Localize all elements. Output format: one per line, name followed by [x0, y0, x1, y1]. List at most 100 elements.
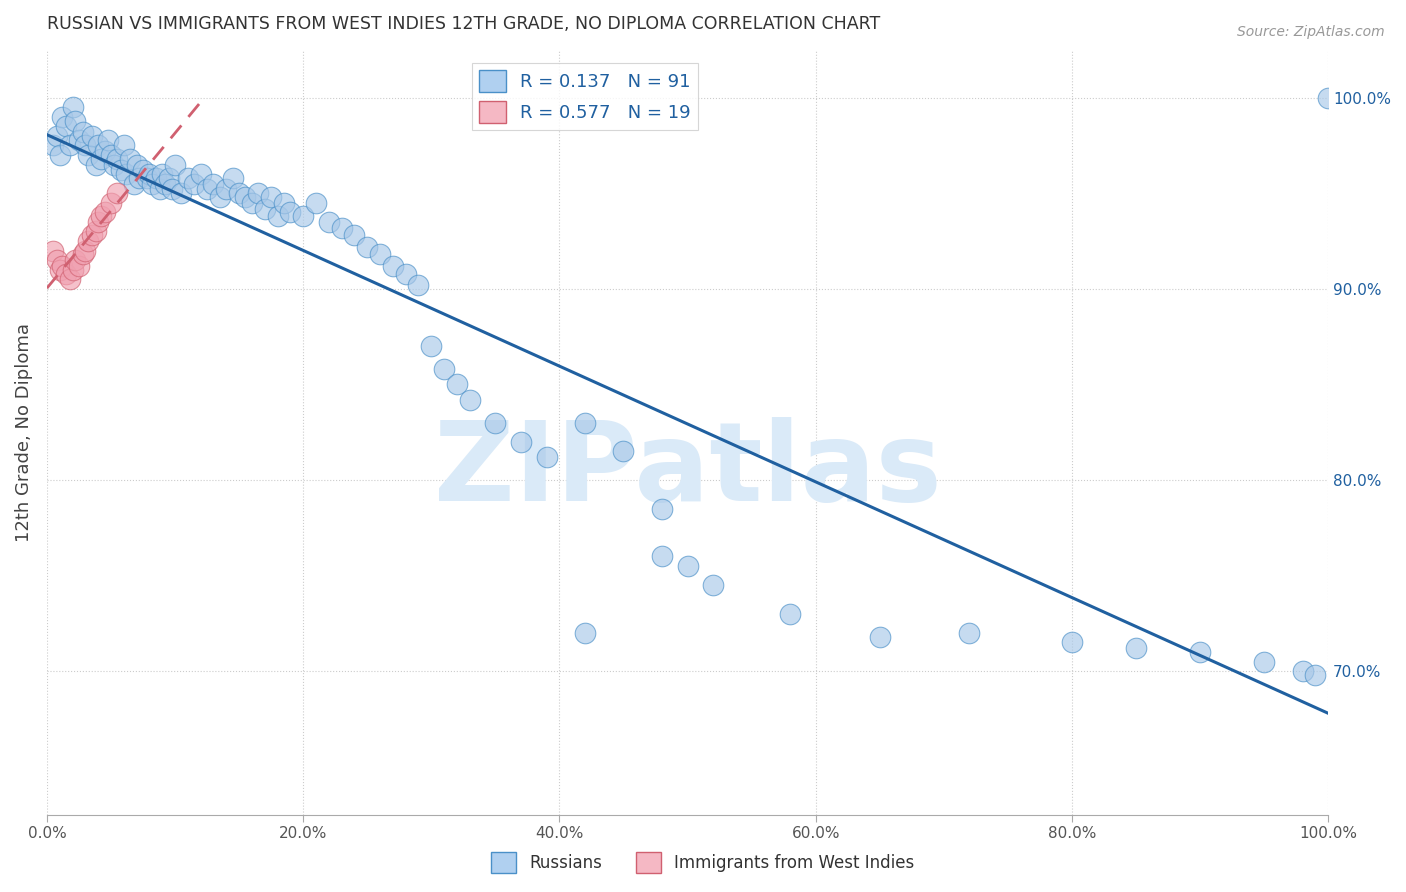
Point — [446, 377, 468, 392]
Point — [215, 182, 238, 196]
Point — [100, 148, 122, 162]
Point — [48, 262, 70, 277]
Point — [153, 177, 176, 191]
Point — [145, 170, 167, 185]
Point — [235, 190, 257, 204]
Point — [484, 416, 506, 430]
Point — [120, 152, 142, 166]
Text: Source: ZipAtlas.com: Source: ZipAtlas.com — [1237, 25, 1385, 39]
Point — [957, 626, 980, 640]
Point — [195, 182, 218, 196]
Point — [779, 607, 801, 621]
Point — [115, 167, 138, 181]
Point — [433, 362, 456, 376]
Point — [395, 267, 418, 281]
Point — [55, 120, 77, 134]
Point — [51, 110, 73, 124]
Point — [612, 444, 634, 458]
Point — [77, 148, 100, 162]
Point — [110, 163, 132, 178]
Point — [702, 578, 724, 592]
Point — [278, 205, 301, 219]
Point — [62, 262, 84, 277]
Point — [135, 170, 157, 185]
Point — [63, 253, 86, 268]
Point — [266, 209, 288, 223]
Point — [381, 259, 404, 273]
Point — [48, 148, 70, 162]
Point — [128, 170, 150, 185]
Point — [343, 228, 366, 243]
Point — [273, 195, 295, 210]
Point — [574, 626, 596, 640]
Legend: Russians, Immigrants from West Indies: Russians, Immigrants from West Indies — [485, 846, 921, 880]
Point — [125, 157, 148, 171]
Point — [67, 259, 90, 273]
Point — [221, 170, 243, 185]
Point — [869, 630, 891, 644]
Point — [149, 182, 172, 196]
Point — [97, 133, 120, 147]
Point — [62, 100, 84, 114]
Point — [177, 170, 200, 185]
Point — [260, 190, 283, 204]
Point — [247, 186, 270, 201]
Point — [72, 247, 94, 261]
Point — [574, 416, 596, 430]
Point — [77, 234, 100, 248]
Point — [651, 549, 673, 564]
Point — [356, 240, 378, 254]
Point — [1253, 655, 1275, 669]
Point — [87, 138, 110, 153]
Point — [408, 277, 430, 292]
Point — [90, 152, 112, 166]
Point — [122, 177, 145, 191]
Point — [42, 244, 65, 258]
Point — [67, 133, 90, 147]
Point — [80, 228, 103, 243]
Point — [208, 190, 231, 204]
Point — [112, 138, 135, 153]
Point — [1125, 641, 1147, 656]
Point — [93, 144, 115, 158]
Point — [228, 186, 250, 201]
Point — [72, 125, 94, 139]
Point — [1305, 668, 1327, 682]
Point — [46, 253, 69, 268]
Point — [1060, 635, 1083, 649]
Point — [63, 113, 86, 128]
Point — [1317, 90, 1340, 104]
Point — [51, 259, 73, 273]
Text: ZIPatlas: ZIPatlas — [433, 417, 942, 524]
Y-axis label: 12th Grade, No Diploma: 12th Grade, No Diploma — [15, 323, 32, 541]
Point — [59, 138, 82, 153]
Point — [75, 138, 97, 153]
Point — [170, 186, 193, 201]
Point — [55, 267, 77, 281]
Point — [292, 209, 315, 223]
Point — [240, 195, 263, 210]
Point — [84, 157, 107, 171]
Point — [80, 128, 103, 143]
Point — [87, 215, 110, 229]
Point — [458, 392, 481, 407]
Point — [46, 128, 69, 143]
Point — [318, 215, 340, 229]
Point — [202, 177, 225, 191]
Text: RUSSIAN VS IMMIGRANTS FROM WEST INDIES 12TH GRADE, NO DIPLOMA CORRELATION CHART: RUSSIAN VS IMMIGRANTS FROM WEST INDIES 1… — [46, 15, 880, 33]
Point — [420, 339, 443, 353]
Point — [150, 167, 173, 181]
Point — [305, 195, 328, 210]
Point — [75, 244, 97, 258]
Point — [93, 205, 115, 219]
Point — [1188, 645, 1211, 659]
Point — [100, 195, 122, 210]
Point — [183, 177, 205, 191]
Point — [138, 167, 160, 181]
Point — [162, 182, 184, 196]
Point — [1291, 664, 1313, 678]
Point — [163, 157, 186, 171]
Point — [190, 167, 212, 181]
Point — [105, 152, 128, 166]
Point — [59, 272, 82, 286]
